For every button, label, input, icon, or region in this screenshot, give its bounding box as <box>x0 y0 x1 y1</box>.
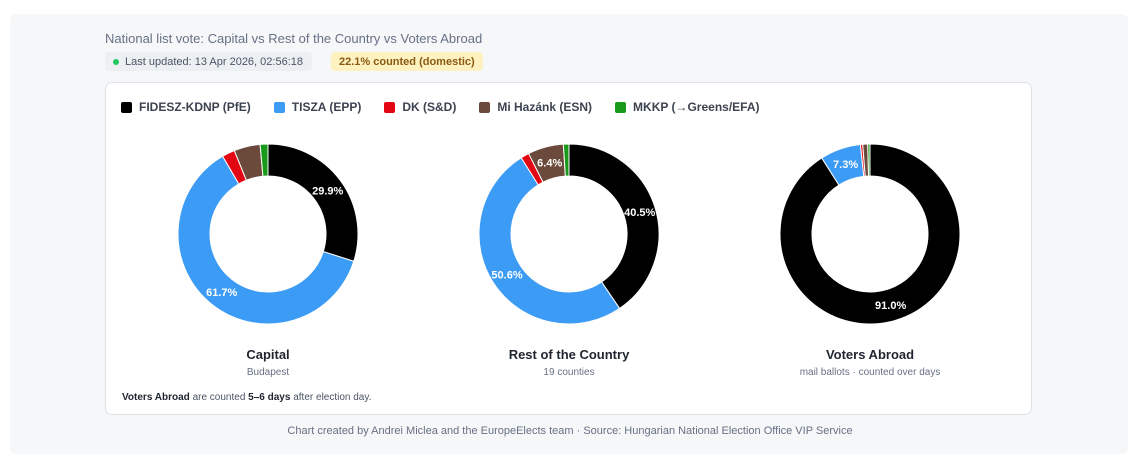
slice-chart0-0[interactable] <box>267 143 359 262</box>
footnote-strong-voters-abroad: Voters Abroad <box>122 392 190 403</box>
last-updated-text: Last updated: 13 Apr 2026, 02:56:18 <box>125 55 303 68</box>
chart-caption-subtitle-2: mail ballots · counted over days <box>799 367 941 378</box>
slice-label-chart1-1: 50.6% <box>491 269 522 281</box>
legend-item-2[interactable]: DK (S&D) <box>384 100 456 114</box>
source-credit: Chart created by Andrei Miclea and the E… <box>287 425 853 437</box>
legend-label-2: DK (S&D) <box>402 100 457 114</box>
last-updated-badge: Last updated: 13 Apr 2026, 02:56:18 <box>105 52 312 71</box>
slice-chart1-1[interactable] <box>478 157 621 325</box>
counted-badge: 22.1% counted (domestic) <box>331 52 483 71</box>
legend-label-4: MKKP (→Greens/EFA) <box>633 100 760 114</box>
slice-label-chart1-0: 40.5% <box>624 207 655 219</box>
live-status-dot-icon <box>113 58 119 65</box>
chart-caption-title-0: Capital <box>246 347 290 362</box>
chart-caption-subtitle-0: Budapest <box>246 367 290 378</box>
legend-label-1: TISZA (EPP) <box>291 100 362 114</box>
slice-chart2-4[interactable] <box>867 143 871 177</box>
footnote-strong-days: 5–6 days <box>248 392 291 403</box>
slice-label-chart1-3: 6.4% <box>537 158 562 170</box>
chart-title: National list vote: Capital vs Rest of t… <box>105 31 483 46</box>
slice-chart0-4[interactable] <box>259 143 269 177</box>
legend-label-0: FIDESZ-KDNP (PfE) <box>139 100 251 114</box>
legend-swatch-1 <box>273 101 285 113</box>
slice-label-chart0-0: 29.9% <box>312 185 343 197</box>
footnote: Voters Abroad are counted 5–6 days after… <box>122 392 371 403</box>
legend-swatch-3 <box>479 101 491 113</box>
slice-label-chart2-0: 91.0% <box>875 300 906 312</box>
chart-caption-subtitle-1: 19 counties <box>543 367 595 378</box>
legend-item-3[interactable]: Mi Hazánk (ESN) <box>479 100 592 114</box>
chart-caption-title-2: Voters Abroad <box>825 347 915 362</box>
legend-item-4[interactable]: MKKP (→Greens/EFA) <box>615 100 760 114</box>
legend-swatch-2 <box>384 101 396 113</box>
chart-card <box>105 82 1032 415</box>
legend-swatch-4 <box>615 101 627 113</box>
slice-chart0-1[interactable] <box>177 155 355 325</box>
slice-chart2-0[interactable] <box>779 143 961 325</box>
slice-label-chart2-1: 7.3% <box>833 159 858 171</box>
slice-chart1-4[interactable] <box>562 143 570 177</box>
legend-item-0[interactable]: FIDESZ-KDNP (PfE) <box>121 100 251 114</box>
slice-chart1-0[interactable] <box>568 143 660 310</box>
footnote-text-2: after election day. <box>290 392 372 403</box>
chart-caption-title-1: Rest of the Country <box>508 347 630 362</box>
legend-item-1[interactable]: TISZA (EPP) <box>273 100 362 114</box>
footnote-text-1: are counted <box>189 392 249 403</box>
legend-label-3: Mi Hazánk (ESN) <box>497 100 593 114</box>
legend-swatch-0 <box>121 101 132 113</box>
legend: FIDESZ-KDNP (PfE) TISZA (EPP) DK (S&D) Mi H… <box>121 98 783 116</box>
slice-label-chart0-1: 61.7% <box>206 287 237 299</box>
